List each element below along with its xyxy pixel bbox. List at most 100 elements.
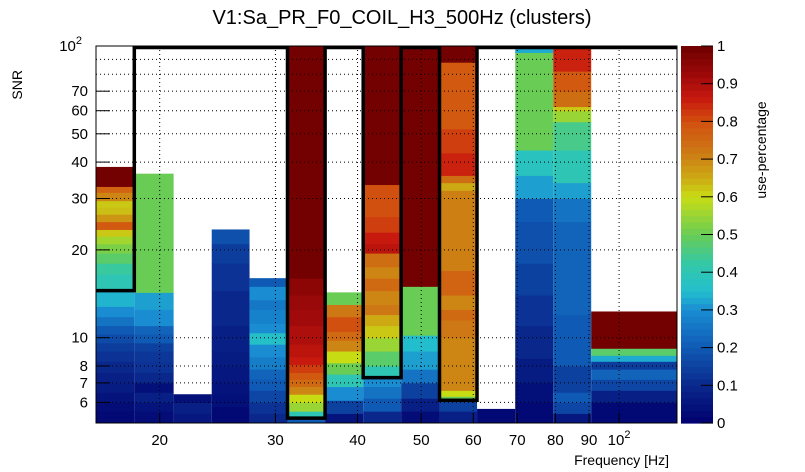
y-tick-label: 102 [59,35,82,55]
heatmap-cell-12-14 [553,46,592,72]
colorbar-tick-label: 0.8 [717,113,738,130]
heatmap-cell-5-3 [287,394,326,403]
colorbar-tick-label: 0.2 [717,340,738,357]
heatmap-cell-1-9 [134,325,174,335]
colorbar-segment [681,416,713,424]
heatmap-cell-12-5 [553,221,592,316]
colorbar-segment [681,221,713,229]
heatmap-cell-0-21 [96,207,135,215]
heatmap-cell-7-0 [363,411,402,424]
heatmap-cell-11-5 [515,263,554,296]
cluster-outline [96,45,677,420]
heatmap-cell-12-12 [553,91,592,108]
x-tick-label: 90 [581,432,598,449]
heatmap-cell-8-7 [401,46,440,287]
heatmap-cell-13-7 [591,311,677,349]
colorbar-segment [681,165,713,173]
heatmap-cell-13-5 [591,355,677,362]
heatmap-cell-9-11 [439,175,478,184]
colorbar-segment [681,240,713,248]
y-tick-label: 10 [71,330,88,347]
heatmap-cell-6-0 [325,413,364,424]
heatmap-cell-5-10 [287,325,326,345]
colorbar-segment [681,247,713,254]
y-tick-label: 40 [71,154,88,171]
heatmap-cell-4-1 [249,402,288,414]
heatmap-cell-0-19 [96,221,135,230]
heatmap-cell-9-3 [439,390,478,397]
heatmap-cell-4-8 [249,323,288,334]
heatmap-cell-2-2 [173,394,212,403]
heatmap-cell-11-3 [515,325,554,359]
colorbar-segment [681,64,713,72]
heatmap-cell-7-1 [363,398,402,412]
heatmap-cell-0-3 [96,382,135,393]
heatmap-cell-5-5 [287,379,326,388]
grid-lines [96,46,677,423]
heatmap-cell-8-5 [401,335,440,352]
heatmap-cell-3-1 [211,394,250,408]
heatmap-cell-0-2 [96,392,135,403]
colorbar-segment [681,58,713,66]
heatmap-cell-4-9 [249,309,288,324]
heatmap-cell-0-18 [96,229,135,237]
heatmap-cell-11-4 [515,295,554,327]
heatmap-cell-2-0 [173,413,212,424]
heatmap-cell-6-2 [325,386,364,401]
heatmap-cell-3-4 [211,351,250,367]
heatmap-cell-8-0 [401,411,440,424]
colorbar-segment [681,215,713,223]
heatmap-cell-3-6 [211,290,250,327]
heatmap-cell-1-12 [134,173,174,293]
colorbar-segment [681,146,713,154]
heatmap-cell-5-14 [287,46,326,279]
colorbar-segment [681,297,713,305]
x-tick-label: 70 [509,432,526,449]
heatmap-cell-12-4 [553,314,592,367]
heatmap-cell-5-9 [287,344,326,358]
colorbar-segment [681,303,713,311]
colorbar-segment [681,272,713,280]
colorbar-segment [681,52,713,60]
colorbar-segment [681,196,713,204]
heatmap-cell-7-16 [363,216,402,233]
heatmap-cell-9-8 [439,270,478,296]
heatmap-cell-5-1 [287,411,326,419]
heatmap-cell-12-1 [553,402,592,414]
heatmap-cell-1-3 [134,382,174,393]
heatmap-cell-12-11 [553,106,592,112]
heatmap-cell-7-13 [363,253,402,268]
colorbar-tick-label: 0.3 [717,302,738,319]
heatmap-cell-1-8 [134,333,174,344]
colorbar-segment [681,71,713,79]
heatmap-cell-7-11 [363,278,402,292]
chart-title: V1:Sa_PR_F0_COIL_H3_500Hz (clusters) [212,7,591,29]
colorbar-segment [681,259,713,267]
colorbar-segment [681,253,713,261]
colorbar-segment [681,366,713,374]
heatmap-cell-0-8 [96,333,135,344]
heatmap-cell-11-1 [515,382,554,403]
x-axis-ticks: 20 30 40 50 60 70 80 90 102 [151,413,630,449]
heatmap-cell-0-7 [96,342,135,352]
heatmap-cell-0-11 [96,306,135,318]
colorbar-segment [681,184,713,192]
colorbar-tick-label: 0 [717,415,725,432]
colorbar-segment [681,77,713,85]
heatmap-cell-0-0 [96,411,135,424]
heatmap-cell-4-2 [249,390,288,403]
colorbar-segment [681,291,713,298]
heatmap-cell-0-15 [96,253,135,264]
heatmap-cell-3-8 [211,243,250,264]
colorbar-segment [681,335,713,342]
heatmap-cell-0-17 [96,236,135,245]
heatmap-cell-11-11 [515,46,554,53]
cluster-outline-path [96,45,677,420]
y-tick-label: 8 [80,358,88,375]
heatmap-cell-9-6 [439,309,478,321]
heatmap-cell-4-5 [249,356,288,370]
heatmap-cell-7-14 [363,243,402,254]
heatmap-cell-6-1 [325,400,364,414]
heatmap-cell-4-7 [249,332,288,345]
heatmap-cell-5-0 [287,418,326,424]
